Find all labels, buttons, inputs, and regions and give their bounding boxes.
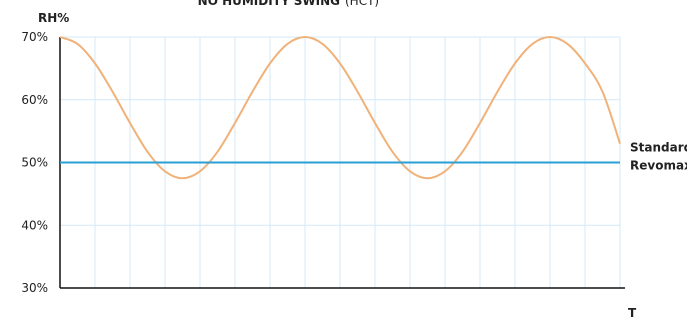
legend-label: Standard [630,141,687,155]
y-tick-label: 60% [21,93,48,107]
line-series [59,35,621,180]
y-tick-label: 50% [21,156,48,170]
x-axis-label: T [628,306,637,320]
y-axis-label: RH% [38,11,69,25]
chart-title: NO HUMIDITY SWING [198,0,340,8]
chart-title-note: (HCT) [345,0,379,8]
y-tick-label: 70% [21,30,48,44]
y-tick-label: 30% [21,281,48,295]
legend-label: Revomax [630,159,687,173]
y-tick-label: 40% [21,218,48,232]
